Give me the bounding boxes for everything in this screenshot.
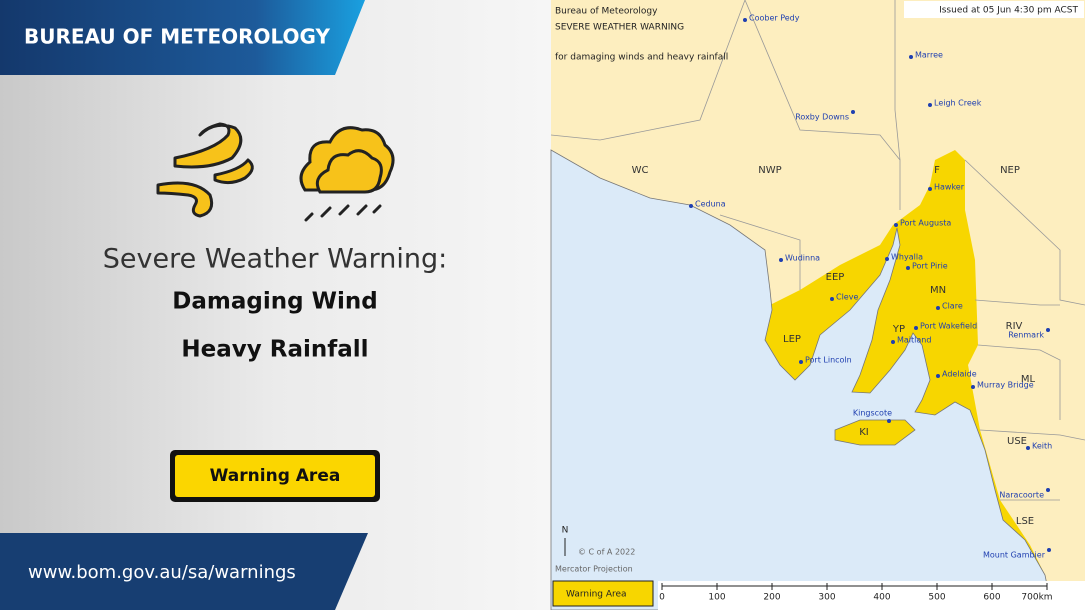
town-label: Port Pirie [912, 262, 948, 271]
town-dot [887, 419, 891, 423]
town-label: Adelaide [942, 370, 977, 379]
map-title: SEVERE WEATHER WARNING [555, 23, 684, 33]
district-label: YP [892, 324, 905, 335]
north-label: N [562, 526, 569, 536]
town-dot [1046, 488, 1050, 492]
district-label: NEP [1000, 165, 1020, 176]
town-dot [830, 297, 834, 301]
town-dot [891, 340, 895, 344]
town-label: Leigh Creek [934, 99, 982, 108]
town-dot [1047, 548, 1051, 552]
town-dot [885, 257, 889, 261]
town-dot [928, 103, 932, 107]
scale-label: 600 [983, 593, 1000, 603]
town-label: Murray Bridge [977, 381, 1034, 390]
issued: Issued at 05 Jun 4:30 pm ACST [939, 6, 1078, 16]
town-dot [971, 385, 975, 389]
town-dot [1046, 328, 1050, 332]
scale-label: 400 [873, 593, 890, 603]
district-label: MN [930, 285, 946, 296]
projection: Mercator Projection [555, 565, 633, 574]
legend-button-label: Warning Area [210, 466, 341, 486]
town-label: Marree [915, 51, 943, 60]
footer-banner [0, 533, 368, 610]
ocean [550, 149, 1053, 611]
town-label: Clare [942, 302, 963, 311]
map-subtitle: for damaging winds and heavy rainfall [555, 53, 728, 63]
town-dot [914, 326, 918, 330]
town-label: Roxby Downs [795, 113, 849, 122]
town-dot [851, 110, 855, 114]
rain-icon [299, 126, 395, 222]
district-label: ML [1021, 374, 1036, 385]
header-banner [0, 0, 365, 75]
town-dot [894, 223, 898, 227]
district-label: WC [632, 165, 649, 176]
town-dot [906, 266, 910, 270]
left-panel [0, 0, 551, 610]
town-label: Naracoorte [999, 491, 1044, 500]
hazard: Damaging Wind [172, 289, 377, 315]
town-label: Wudinna [785, 254, 820, 263]
town-dot [799, 360, 803, 364]
district-label: NWP [758, 165, 781, 176]
town-dot [936, 374, 940, 378]
issued-box [904, 1, 1084, 18]
district-label: RIV [1006, 321, 1023, 332]
scale-label: 100 [708, 593, 725, 603]
map-legend-label: Warning Area [566, 590, 627, 600]
headline-prefix: Severe Weather Warning: [103, 244, 447, 275]
town-dot [1026, 446, 1030, 450]
town-dot [928, 187, 932, 191]
scale-label: 700km [1021, 593, 1052, 603]
district-label: LSE [1016, 516, 1034, 527]
town-dot [779, 258, 783, 262]
map-legend [552, 580, 654, 607]
scale-label: 200 [763, 593, 780, 603]
town-label: Renmark [1008, 331, 1044, 340]
legend-button [175, 455, 375, 497]
town-label: Coober Pedy [749, 14, 800, 23]
town-label: Keith [1032, 442, 1052, 451]
town-label: Hawker [934, 183, 965, 192]
scale-label: 300 [818, 593, 835, 603]
town-dot [689, 204, 693, 208]
wind-icon [156, 122, 254, 218]
town-label: Maitland [897, 336, 931, 345]
town-label: Port Lincoln [805, 356, 852, 365]
district-label: USE [1007, 436, 1027, 447]
map-agency: Bureau of Meteorology [555, 7, 658, 17]
town-label: Whyalla [891, 253, 923, 262]
town-label: Ceduna [695, 200, 726, 209]
town-dot [936, 306, 940, 310]
district-label: LEP [783, 334, 801, 345]
district-label: F [934, 165, 940, 176]
copyright: © C of A 2022 [578, 548, 635, 557]
town-label: Mount Gambier [983, 551, 1046, 560]
district-boundaries [550, 0, 1085, 501]
town-dot [909, 55, 913, 59]
scale-label: 500 [928, 593, 945, 603]
scale-label: 0 [659, 593, 665, 603]
town-label: Cleve [836, 293, 858, 302]
town-label: Port Augusta [900, 219, 951, 228]
town-label: Port Wakefield [920, 322, 977, 331]
hazard: Heavy Rainfall [181, 337, 368, 363]
town-dot [743, 18, 747, 22]
district-label: EEP [826, 272, 845, 283]
town-label: Kingscote [853, 409, 892, 418]
agency: BUREAU OF METEOROLOGY [24, 25, 331, 49]
footer-url: www.bom.gov.au/sa/warnings [28, 562, 296, 583]
district-label: KI [859, 427, 869, 438]
warning-area-island [834, 419, 916, 446]
